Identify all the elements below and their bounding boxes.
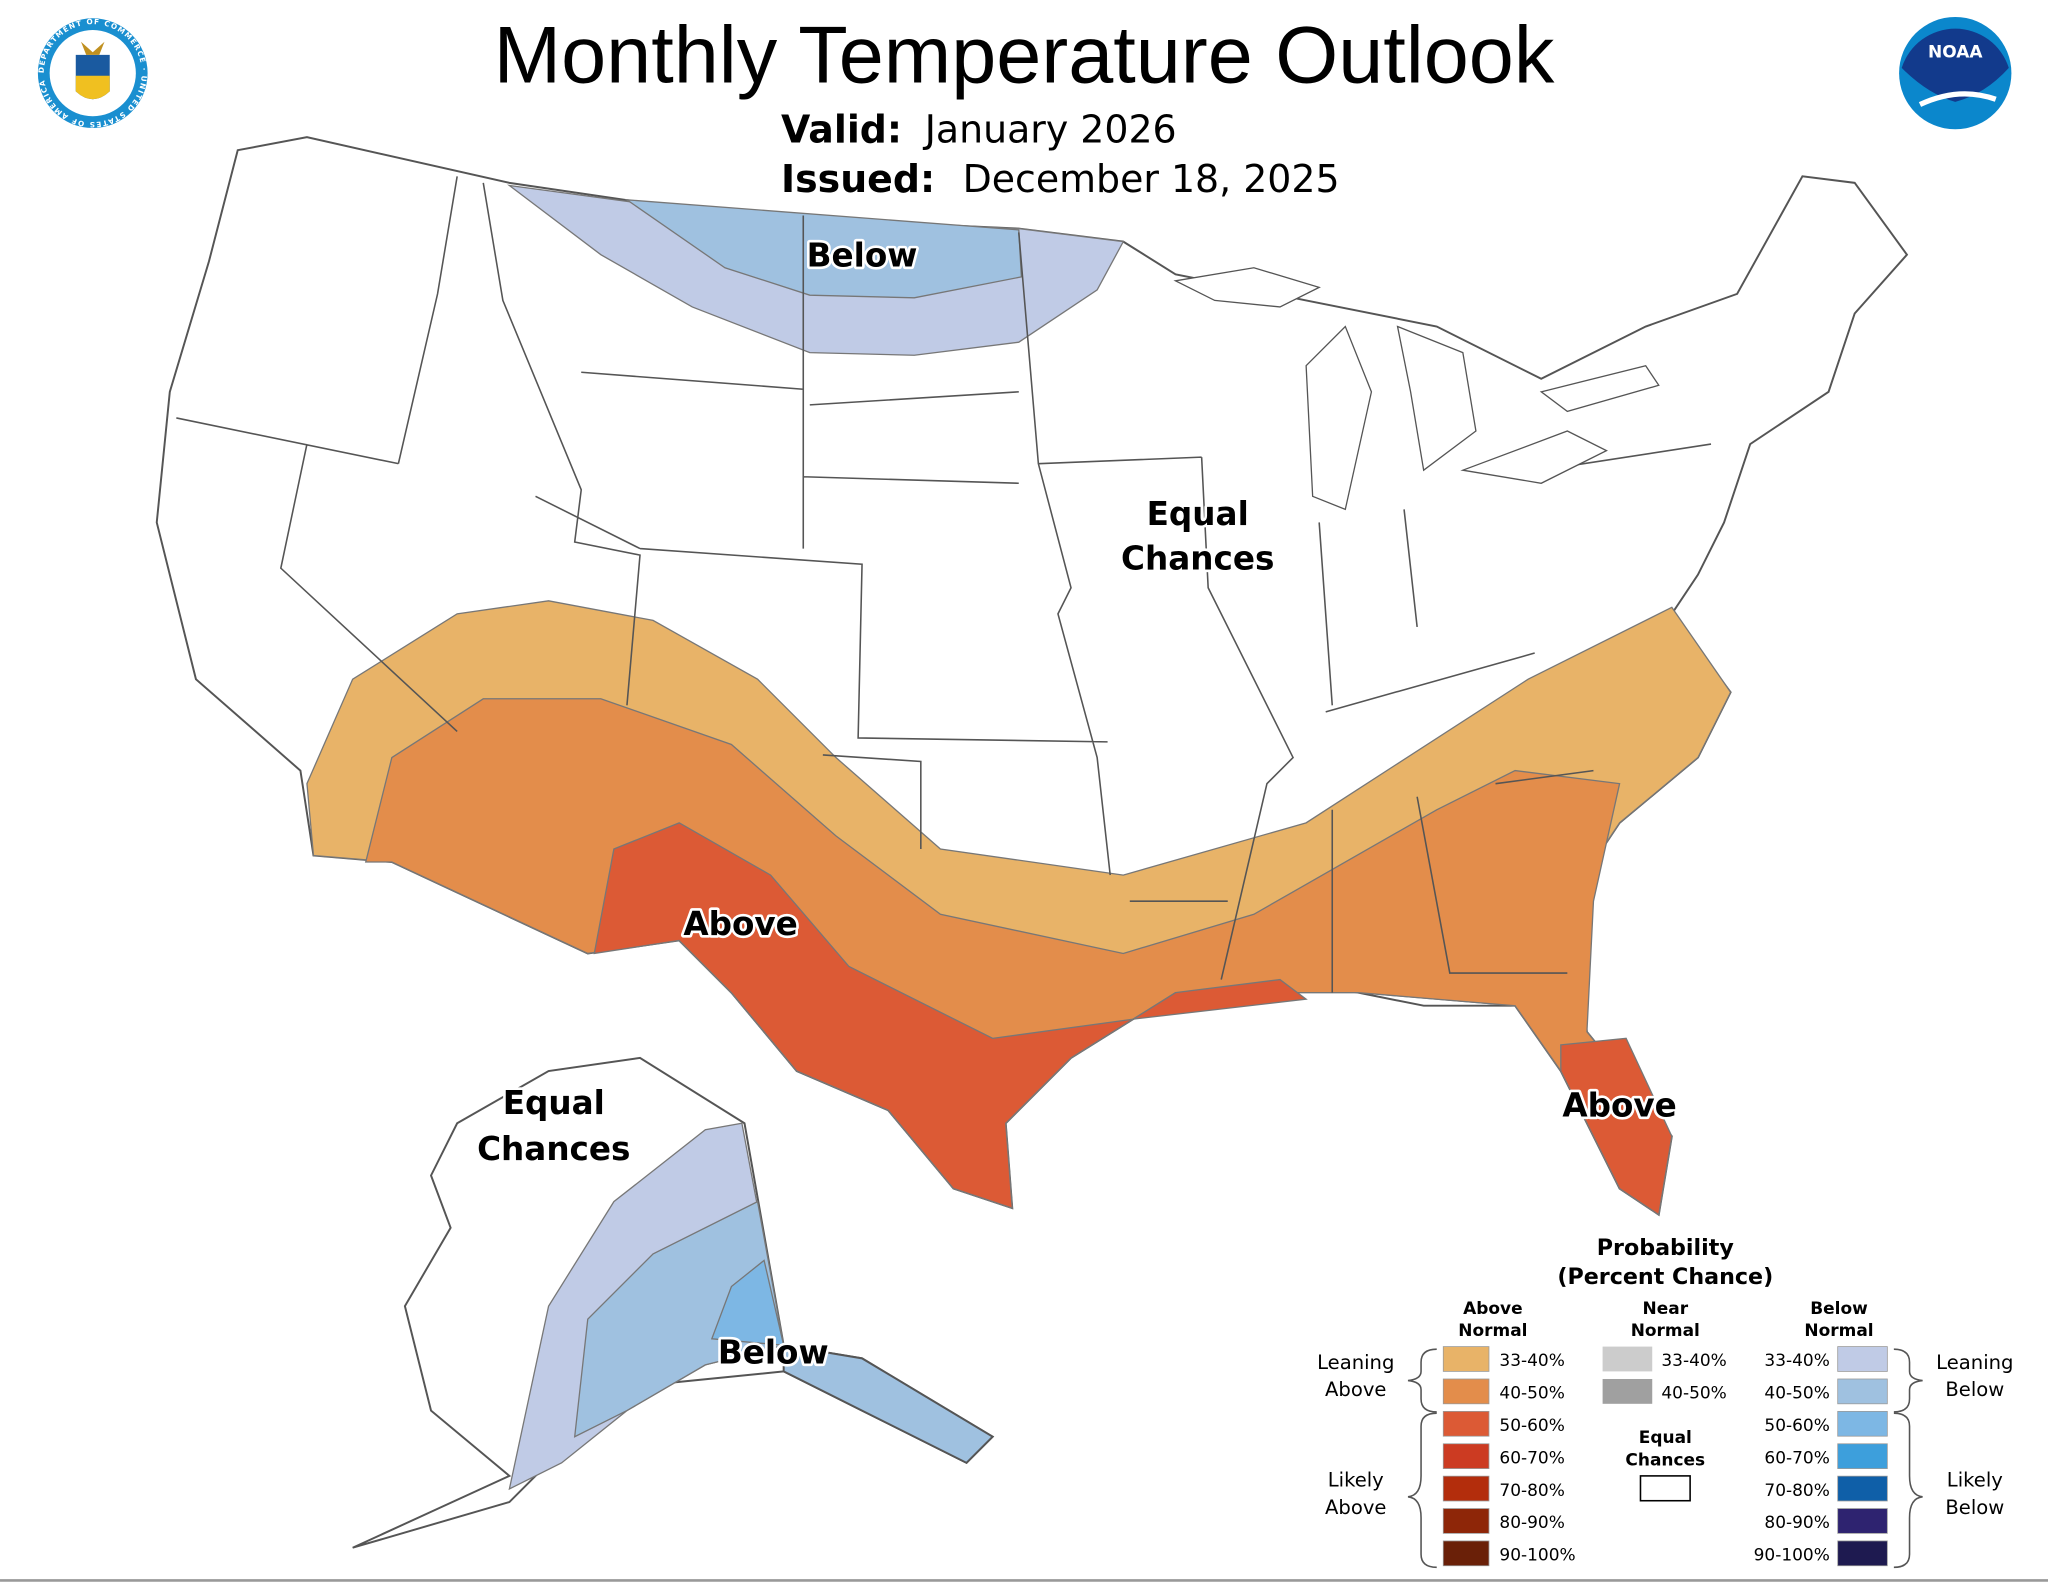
- near-swatch-label: 33-40%: [1661, 1351, 1726, 1371]
- valid-label: Valid:: [781, 107, 902, 151]
- below-swatch: [1837, 1508, 1888, 1534]
- above-50-60-zone-florida: [1560, 1037, 1673, 1216]
- equal-chances-1: Equal: [1639, 1428, 1692, 1448]
- below-swatch: [1837, 1378, 1888, 1405]
- below-swatch: [1837, 1443, 1888, 1469]
- label-alaska-equal-2: Chances: [477, 1130, 630, 1168]
- below-swatch: [1837, 1475, 1888, 1502]
- near-swatch: [1602, 1378, 1653, 1404]
- below-swatch-label: 50-60%: [1764, 1416, 1829, 1436]
- below-swatch: [1837, 1346, 1888, 1372]
- above-swatch: [1442, 1378, 1490, 1405]
- leaning-above-2: Above: [1325, 1378, 1386, 1401]
- issued-label: Issued:: [781, 157, 935, 201]
- label-alaska-equal-1: Equal: [503, 1084, 605, 1122]
- legend: Probability (Percent Chance) Above Norma…: [1317, 1235, 2013, 1569]
- leaning-below-1: Leaning: [1936, 1351, 2013, 1374]
- above-swatch-label: 70-80%: [1499, 1481, 1564, 1501]
- valid-value: January 2026: [923, 107, 1177, 151]
- above-header-1: Above: [1463, 1299, 1523, 1319]
- above-swatch: [1442, 1540, 1490, 1567]
- legend-braces: [1407, 1348, 1923, 1569]
- label-alaska-below: Below: [718, 1334, 829, 1372]
- state-borders: [176, 176, 1712, 993]
- likely-below-1: Likely: [1947, 1468, 2003, 1491]
- above-swatch: [1442, 1475, 1490, 1502]
- label-central-equal-2: Chances: [1121, 539, 1274, 577]
- below-swatch: [1837, 1540, 1888, 1567]
- above-swatch-label: 33-40%: [1499, 1351, 1564, 1371]
- equal-chances-swatch: [1639, 1475, 1691, 1502]
- below-40-50-zone: [624, 198, 1023, 299]
- noaa-logo-text: NOAA: [1928, 42, 1983, 62]
- near-swatch-label: 40-50%: [1661, 1384, 1726, 1404]
- label-florida-above: Above: [1562, 1087, 1676, 1125]
- below-swatch-label: 33-40%: [1764, 1351, 1829, 1371]
- above-swatch: [1442, 1410, 1490, 1437]
- below-header-2: Normal: [1804, 1321, 1873, 1341]
- below-header-1: Below: [1810, 1299, 1868, 1319]
- above-swatch: [1442, 1443, 1490, 1469]
- below-swatch-label: 90-100%: [1754, 1546, 1830, 1566]
- below-swatch-label: 60-70%: [1764, 1448, 1829, 1468]
- alaska-below-50-60-zone: [710, 1259, 785, 1347]
- above-50-60-zone: [593, 822, 1308, 1210]
- noaa-logo: NOAA: [1899, 16, 2012, 130]
- above-swatch-label: 90-100%: [1499, 1546, 1575, 1566]
- equal-chances-2: Chances: [1625, 1450, 1705, 1470]
- label-southwest-above: Above: [683, 905, 797, 943]
- legend-title-2: (Percent Chance): [1557, 1264, 1773, 1290]
- above-swatch-label: 80-90%: [1499, 1513, 1564, 1533]
- conus-map: [155, 136, 1909, 1217]
- great-lakes: [1173, 267, 1660, 511]
- alaska-below-40-50-zone: [573, 1200, 785, 1438]
- leaning-below-2: Below: [1945, 1378, 2004, 1401]
- below-swatch-label: 70-80%: [1764, 1481, 1829, 1501]
- legend-title-1: Probability: [1597, 1235, 1735, 1261]
- above-swatch: [1442, 1508, 1490, 1534]
- below-swatch: [1837, 1410, 1888, 1437]
- above-swatch-label: 50-60%: [1499, 1416, 1564, 1436]
- above-header-2: Normal: [1458, 1321, 1527, 1341]
- above-swatch-label: 60-70%: [1499, 1448, 1564, 1468]
- issued-value: December 18, 2025: [963, 157, 1340, 201]
- alaska-map: [352, 1056, 995, 1549]
- above-swatch-label: 40-50%: [1499, 1384, 1564, 1404]
- near-header-1: Near: [1643, 1299, 1689, 1319]
- near-swatch: [1602, 1346, 1653, 1372]
- alaska-panhandle-below: [782, 1344, 995, 1465]
- label-central-equal-1: Equal: [1147, 495, 1249, 533]
- below-swatch-label: 40-50%: [1764, 1384, 1829, 1404]
- likely-below-2: Below: [1945, 1496, 2004, 1519]
- above-swatch: [1442, 1346, 1490, 1372]
- label-north-below: Below: [807, 236, 918, 274]
- leaning-above-1: Leaning: [1317, 1351, 1394, 1374]
- likely-above-1: Likely: [1328, 1468, 1384, 1491]
- below-swatch-label: 80-90%: [1764, 1513, 1829, 1533]
- near-header-2: Normal: [1631, 1321, 1700, 1341]
- commerce-seal-logo: DEPARTMENT OF COMMERCE · UNITED STATES O…: [37, 17, 149, 129]
- page-title: Monthly Temperature Outlook: [494, 10, 1555, 100]
- likely-above-2: Above: [1325, 1496, 1386, 1519]
